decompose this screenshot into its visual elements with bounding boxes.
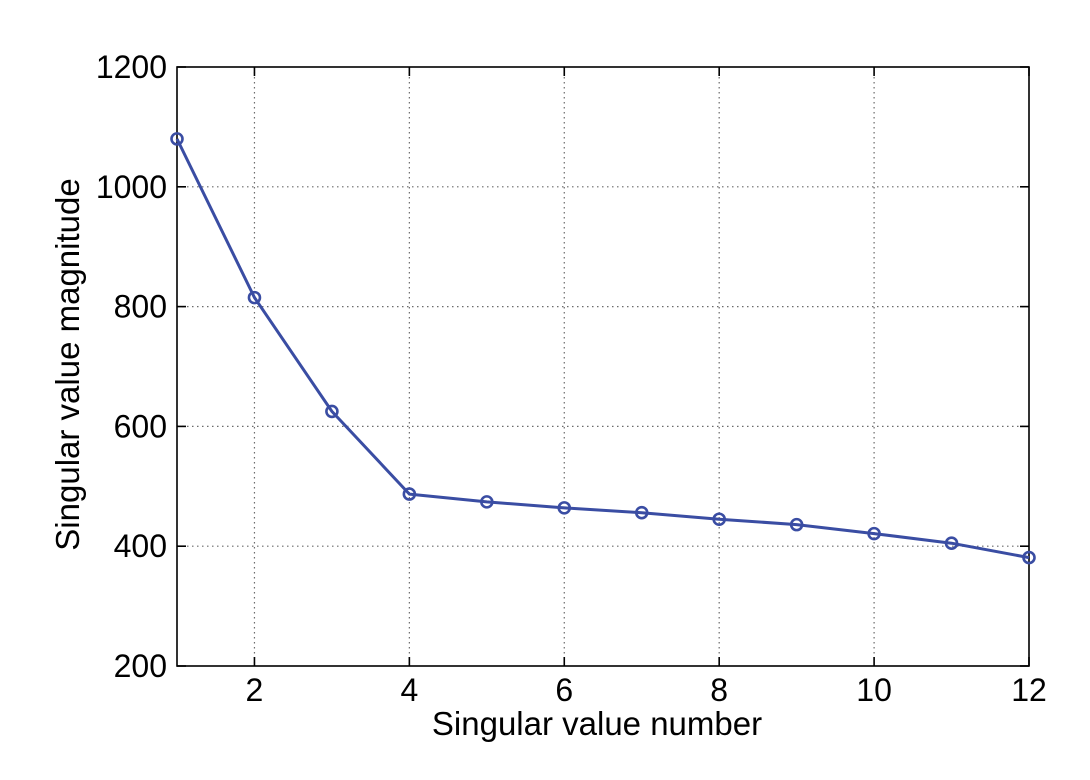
axes-frame — [176, 66, 1030, 667]
data-point-marker — [1022, 550, 1036, 565]
data-point-marker — [325, 404, 339, 419]
y-tick-label: 1200 — [96, 49, 167, 85]
data-point-marker — [712, 512, 726, 527]
data-point-marker — [634, 505, 649, 520]
series — [170, 132, 1036, 565]
x-tick-label: 2 — [246, 672, 264, 708]
data-point-marker — [402, 487, 417, 501]
y-axis-label: Singular value magnitude — [49, 178, 86, 550]
data-point-marker — [944, 536, 959, 551]
x-tick-label: 4 — [400, 672, 418, 708]
series-line — [175, 138, 1030, 560]
axis-ticks — [177, 66, 1030, 667]
y-tick-label: 600 — [114, 408, 167, 444]
y-tick-label: 200 — [114, 648, 167, 684]
tick-labels: 2 4 6 8 10 12 200 400 600 800 1000 1200 — [96, 49, 1047, 708]
y-tick-label: 1000 — [96, 169, 167, 205]
x-tick-label: 8 — [710, 672, 728, 708]
x-tick-label: 10 — [856, 672, 892, 708]
x-tick-label: 12 — [1011, 672, 1047, 708]
y-tick-label: 400 — [114, 528, 167, 564]
y-tick-label: 800 — [114, 289, 167, 325]
x-axis-label: Singular value number — [432, 705, 762, 742]
data-point-marker — [170, 132, 184, 146]
data-point-marker — [789, 517, 804, 532]
data-point-marker — [480, 495, 494, 509]
data-point-marker — [557, 501, 572, 515]
data-point-marker — [867, 526, 881, 541]
grid — [177, 67, 1029, 666]
x-tick-label: 6 — [555, 672, 573, 708]
data-point-marker — [247, 290, 262, 305]
